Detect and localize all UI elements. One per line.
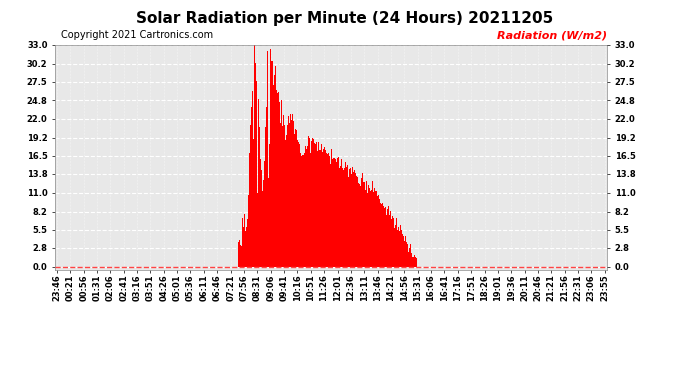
Text: Copyright 2021 Cartronics.com: Copyright 2021 Cartronics.com (61, 30, 213, 40)
Text: Radiation (W/m2): Radiation (W/m2) (497, 30, 607, 40)
Text: Solar Radiation per Minute (24 Hours) 20211205: Solar Radiation per Minute (24 Hours) 20… (137, 11, 553, 26)
